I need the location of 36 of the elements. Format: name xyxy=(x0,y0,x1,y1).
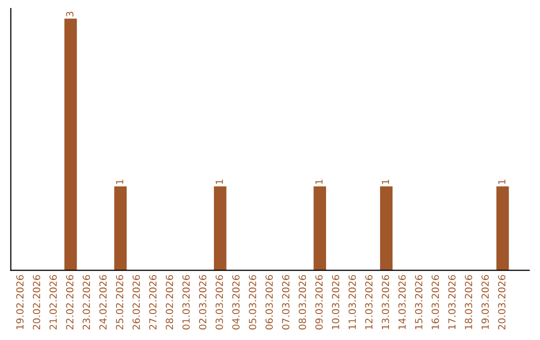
x-tick-label: 19.02.2026 xyxy=(16,275,24,330)
x-tick-label: 20.02.2026 xyxy=(32,275,40,330)
x-tick-label: 25.02.2026 xyxy=(116,275,124,330)
data-label: 1 xyxy=(382,180,389,184)
x-tick-label: 18.03.2026 xyxy=(464,275,472,330)
x-tick-label: 21.02.2026 xyxy=(49,275,57,330)
x-tick-label: 08.03.2026 xyxy=(298,275,306,330)
x-tick-label: 17.03.2026 xyxy=(448,275,456,330)
x-tick-label: 07.03.2026 xyxy=(282,275,290,330)
x-tick-label: 05.03.2026 xyxy=(248,275,256,330)
x-tick-label: 04.03.2026 xyxy=(232,275,240,330)
x-tick-label: 12.03.2026 xyxy=(365,275,373,330)
x-tick-label: 28.02.2026 xyxy=(166,275,174,330)
x-tick-label: 24.02.2026 xyxy=(99,275,107,330)
x-tick-label: 14.03.2026 xyxy=(398,275,406,330)
x-tick-label: 26.02.2026 xyxy=(132,275,140,330)
data-label: 1 xyxy=(116,180,124,184)
x-tick-label: 11.03.2026 xyxy=(348,275,356,330)
data-label: 1 xyxy=(216,180,223,184)
x-tick-label: 22.02.2026 xyxy=(66,275,74,330)
x-tick-label: 02.03.2026 xyxy=(199,275,206,330)
data-label: 3 xyxy=(66,12,74,16)
x-tick-label: 19.03.2026 xyxy=(481,275,489,330)
x-tick-label: 16.03.2026 xyxy=(432,275,439,330)
x-tick-label: 03.03.2026 xyxy=(216,275,223,330)
x-tick-label: 13.03.2026 xyxy=(382,275,390,330)
x-tick-label: 23.02.2026 xyxy=(82,275,90,330)
x-tick-label: 20.03.2026 xyxy=(498,275,506,330)
x-tick-label: 09.03.2026 xyxy=(315,275,323,330)
data-label: 1 xyxy=(315,180,323,184)
data-label: 1 xyxy=(498,180,506,184)
x-tick-label: 27.02.2026 xyxy=(149,275,157,330)
x-tick-label: 06.03.2026 xyxy=(265,275,273,330)
x-tick-label: 10.03.2026 xyxy=(332,275,340,330)
x-tick-label: 01.03.2026 xyxy=(182,275,190,330)
x-tick-label: 15.03.2026 xyxy=(415,275,422,330)
